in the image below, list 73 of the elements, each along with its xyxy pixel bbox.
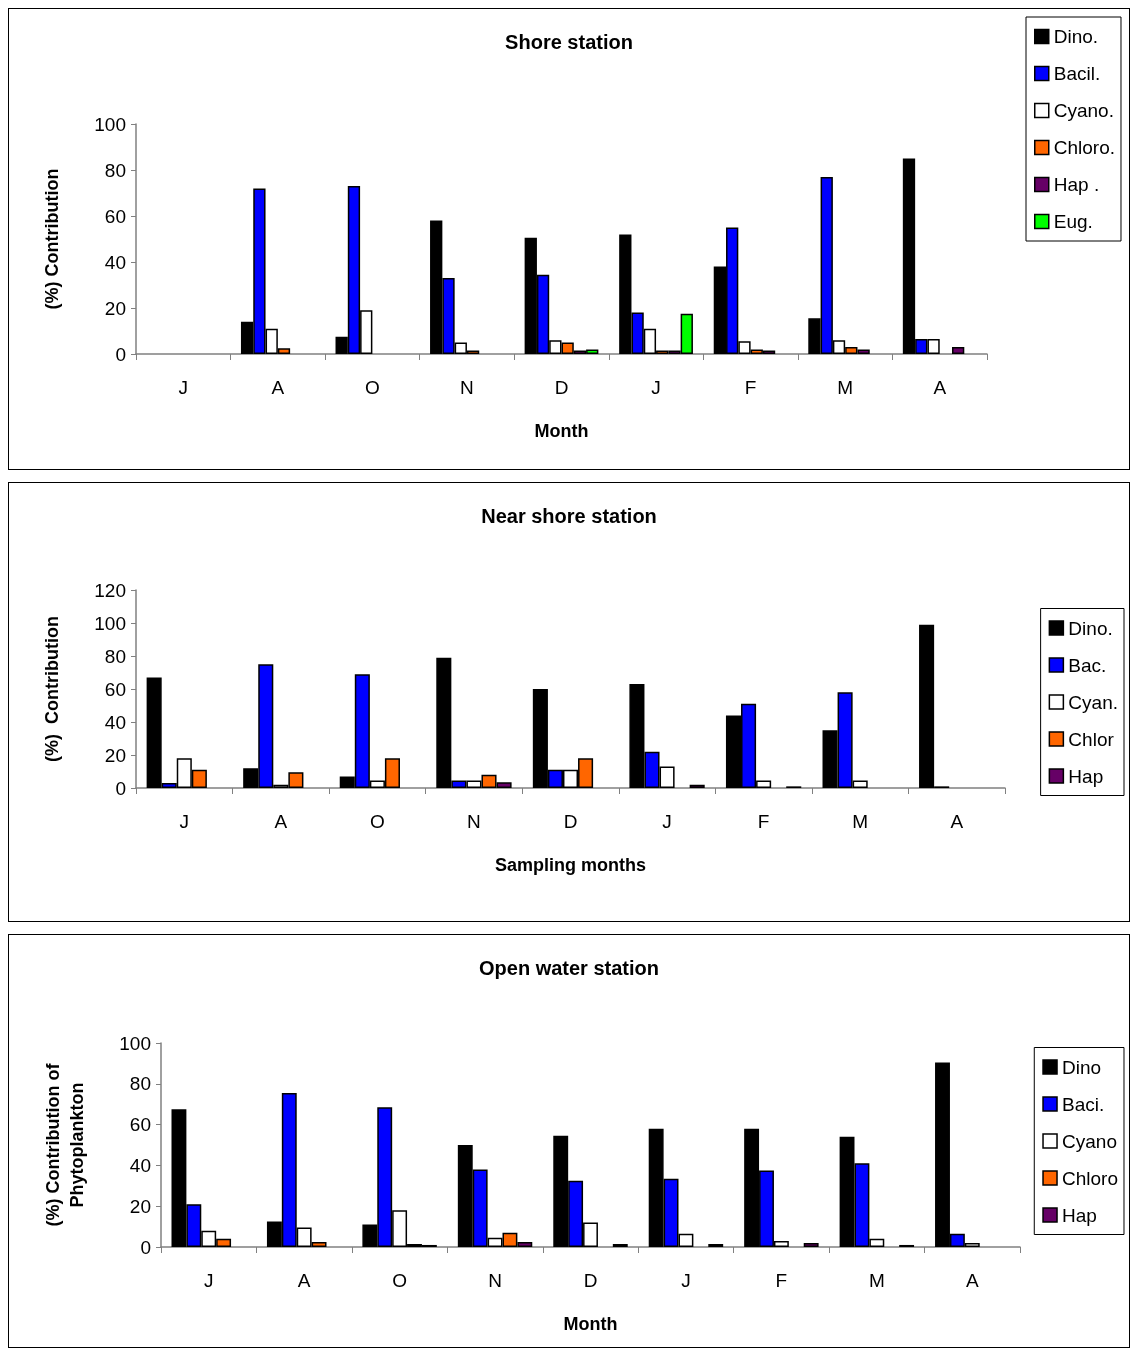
y-tick-label: 80 — [129, 1073, 151, 1095]
y-tick-label: 60 — [104, 205, 126, 227]
y-axis-title: (%) Contribution of Phytoplankton — [43, 1062, 87, 1227]
chart-title: Shore station — [505, 31, 633, 53]
y-tick-label: 20 — [104, 297, 126, 319]
y-tick-label: 0 — [140, 1236, 151, 1258]
y-tick-label: 100 — [94, 612, 126, 634]
x-tick-label: A — [271, 377, 285, 398]
legend-label: Hap . — [1053, 174, 1100, 195]
x-tick-label: J — [662, 811, 672, 832]
x-axis-title: Month — [534, 421, 589, 441]
x-tick-label: D — [563, 811, 578, 832]
x-tick-label: O — [370, 811, 385, 832]
legend-label: Chloro — [1062, 1167, 1119, 1189]
legend-label: Chloro. — [1053, 137, 1115, 158]
y-tick-label: 40 — [104, 251, 126, 273]
x-tick-label: A — [950, 811, 964, 832]
chart-title: Near shore station — [481, 505, 657, 527]
legend-label: Hap — [1068, 765, 1104, 787]
y-tick-label: 80 — [104, 159, 126, 181]
legend-label: Bacil. — [1053, 63, 1101, 84]
bar — [803, 1242, 819, 1247]
y-tick-label: 20 — [104, 744, 126, 766]
legend-label: Cyan. — [1068, 691, 1119, 713]
y-tick-label: 60 — [129, 1114, 151, 1136]
x-tick-label: O — [392, 1270, 407, 1291]
x-tick-label: J — [179, 811, 190, 832]
legend-label: Hap — [1062, 1204, 1097, 1226]
legend-label: Cyano — [1062, 1130, 1117, 1152]
x-tick-label: A — [297, 1270, 311, 1291]
x-axis-title: Sampling months — [494, 855, 647, 875]
x-tick-label: O — [365, 377, 380, 398]
y-tick-label: 20 — [129, 1195, 151, 1217]
y-tick-label: 60 — [104, 678, 126, 700]
x-tick-label: D — [554, 377, 569, 398]
x-tick-label: N — [467, 811, 481, 832]
x-tick-label: J — [651, 377, 661, 398]
legend-label: Cyano. — [1053, 100, 1114, 121]
y-tick-label: 120 — [94, 579, 126, 601]
x-tick-label: J — [681, 1270, 691, 1291]
y-tick-label: 40 — [104, 711, 126, 733]
x-tick-label: D — [583, 1270, 598, 1291]
y-axis-title: (%) Contribution — [42, 168, 62, 310]
legend-label: Eug. — [1053, 211, 1093, 232]
y-tick-label: 100 — [94, 113, 126, 135]
legend-label: Dino. — [1068, 617, 1113, 639]
legend-label: Bac. — [1068, 654, 1107, 676]
x-tick-label: M — [837, 377, 854, 398]
x-tick-label: F — [744, 377, 757, 398]
x-tick-label: J — [203, 1270, 214, 1291]
x-tick-label: M — [868, 1270, 885, 1291]
bar — [952, 347, 965, 354]
x-tick-label: N — [460, 377, 474, 398]
chart-title: Open water station — [478, 957, 660, 979]
y-tick-label: 0 — [115, 343, 126, 365]
legend-label: Chlor — [1068, 728, 1115, 750]
x-tick-label: N — [488, 1270, 502, 1291]
legend-label: Dino. — [1053, 26, 1099, 47]
legend-label: Baci. — [1062, 1093, 1105, 1115]
x-tick-label: A — [274, 811, 288, 832]
x-tick-label: J — [178, 377, 189, 398]
legend-label: Dino — [1062, 1056, 1102, 1078]
y-tick-label: 0 — [115, 777, 126, 799]
x-axis-title: Month — [563, 1314, 618, 1334]
y-axis-title: (%) Contribution — [42, 616, 62, 762]
y-tick-label: 80 — [104, 645, 126, 667]
y-tick-label: 40 — [129, 1154, 151, 1176]
x-tick-label: F — [775, 1270, 788, 1291]
x-tick-label: A — [933, 377, 947, 398]
x-tick-label: F — [757, 811, 770, 832]
x-tick-label: M — [852, 811, 869, 832]
x-tick-label: A — [965, 1270, 979, 1291]
y-tick-label: 100 — [119, 1032, 151, 1054]
